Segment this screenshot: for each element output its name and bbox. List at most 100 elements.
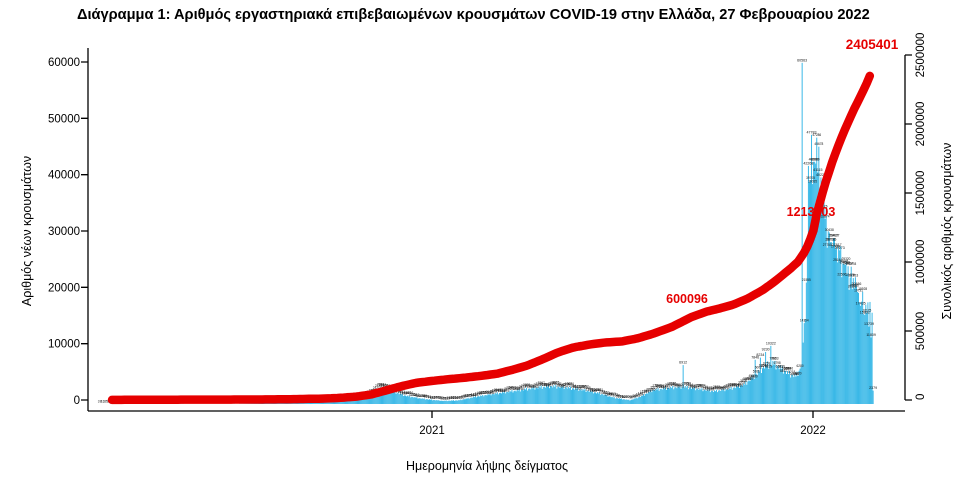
bar xyxy=(822,209,824,404)
bar xyxy=(514,390,516,404)
bar xyxy=(368,394,370,404)
bar-value-label: 3375 xyxy=(552,380,559,384)
bar xyxy=(719,390,721,404)
bar xyxy=(307,402,309,404)
bar xyxy=(474,396,476,404)
bar-value-label: 2592 xyxy=(577,385,584,389)
bar xyxy=(413,397,415,404)
bar-value-label: 1494 xyxy=(402,391,409,395)
bar xyxy=(823,193,825,404)
bar xyxy=(440,400,442,404)
bar-value-label: 2621 xyxy=(573,385,580,389)
bar xyxy=(403,395,405,404)
bar-value-label: 1388 xyxy=(475,392,482,396)
bar xyxy=(769,364,771,404)
bar xyxy=(538,386,540,404)
bar-value-label: 682 xyxy=(436,396,442,400)
bar xyxy=(506,391,508,404)
bar xyxy=(580,389,582,404)
bar xyxy=(695,390,697,404)
bar xyxy=(638,396,640,404)
bar-value-label: 5401 xyxy=(780,369,787,373)
bar xyxy=(347,401,349,404)
bar xyxy=(665,389,667,404)
bar xyxy=(745,381,747,404)
bar xyxy=(855,286,857,404)
bar-value-label: 7653 xyxy=(771,356,778,360)
bar xyxy=(359,399,361,404)
bar xyxy=(475,397,477,404)
bar xyxy=(463,399,465,404)
bar xyxy=(484,395,486,404)
bar-value-label: 1135 xyxy=(410,393,417,397)
bar-value-label: 595 xyxy=(447,396,453,400)
bar xyxy=(457,400,459,404)
bar xyxy=(432,400,434,404)
bar-value-label: 6002 xyxy=(755,366,762,370)
bar xyxy=(579,389,581,404)
bar xyxy=(732,387,734,404)
bar xyxy=(447,400,449,404)
bar xyxy=(797,376,799,404)
bar xyxy=(845,261,847,404)
bar xyxy=(676,388,678,404)
bar-value-label: 1105 xyxy=(465,393,472,397)
bar-value-label: 2860 xyxy=(381,383,388,387)
bar xyxy=(362,398,364,404)
bar-value-label: 2445 xyxy=(692,386,699,390)
bar xyxy=(483,396,485,404)
bar-value-label: 4563 xyxy=(749,374,756,378)
bar xyxy=(759,357,761,404)
bar xyxy=(334,401,335,404)
bar xyxy=(825,207,827,404)
bar-value-label: 32874 xyxy=(821,214,830,218)
bar xyxy=(704,389,706,404)
bar xyxy=(674,387,676,404)
bar xyxy=(812,184,814,404)
bar xyxy=(512,392,514,404)
bar-value-label: 727 xyxy=(628,395,634,399)
bar xyxy=(611,396,613,404)
bar-value-label: 2553 xyxy=(531,385,538,389)
bar-value-label: 697 xyxy=(434,396,440,400)
bar xyxy=(468,398,470,404)
bar xyxy=(560,385,562,404)
bar-value-label: 3636 xyxy=(740,379,747,383)
bar xyxy=(768,368,770,404)
bar xyxy=(707,390,709,404)
bar-value-label: 1167 xyxy=(473,393,480,397)
bar-value-label: 1741 xyxy=(396,390,403,394)
bar xyxy=(850,266,852,404)
bar-value-label: 1222 xyxy=(611,393,618,397)
bar-value-label: 2161 xyxy=(588,387,595,391)
bar xyxy=(765,352,767,404)
bar-value-label: 5840 xyxy=(786,367,793,371)
bar xyxy=(399,393,401,404)
bar xyxy=(592,393,594,404)
bar xyxy=(653,389,655,404)
bar xyxy=(605,395,607,404)
bar-value-label: 2846 xyxy=(655,383,662,387)
bar xyxy=(443,400,445,404)
bar-value-label: 2018 xyxy=(500,388,507,392)
bar xyxy=(539,387,541,404)
bar xyxy=(587,390,589,404)
bar-value-label: 5863 xyxy=(782,366,789,370)
bar-value-label: 25320 xyxy=(842,257,851,261)
bar xyxy=(840,246,842,404)
bar xyxy=(425,399,427,404)
bar xyxy=(755,373,757,404)
bar xyxy=(473,397,475,404)
bar xyxy=(558,386,560,404)
bar xyxy=(336,401,338,404)
bar-value-label: 3 xyxy=(98,399,100,403)
bar xyxy=(481,395,483,404)
bar xyxy=(412,396,414,404)
bar-value-label: 2813 xyxy=(732,384,739,388)
bar xyxy=(445,400,447,404)
bar-value-label: 2759 xyxy=(521,384,528,388)
bar-value-label: 5218 xyxy=(788,370,795,374)
bar xyxy=(369,394,371,404)
bar-value-label: 2390 xyxy=(515,386,522,390)
